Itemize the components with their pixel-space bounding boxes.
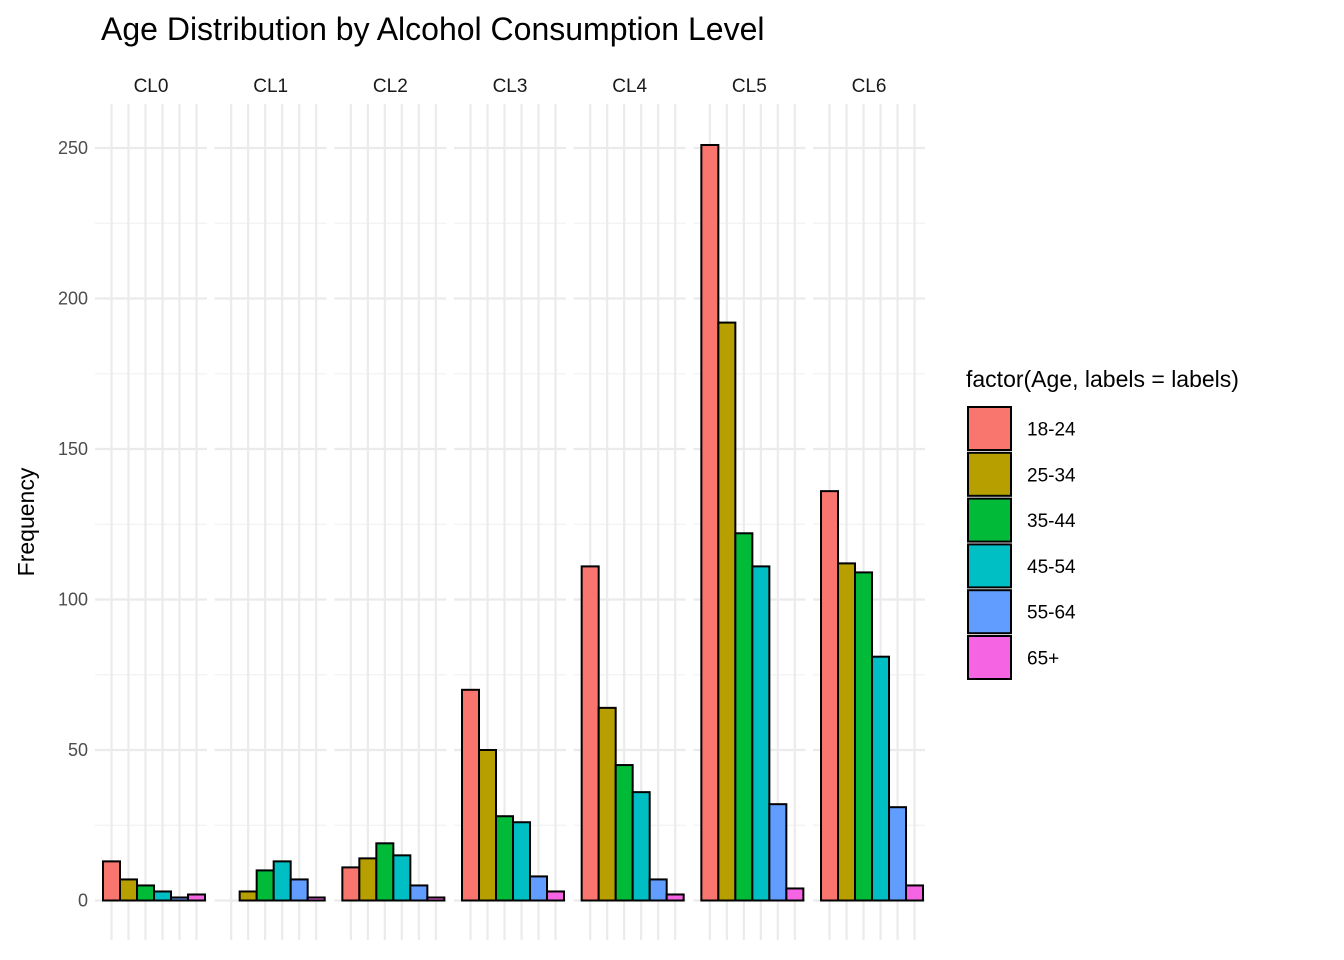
legend-label-55-64: 55-64 [1027,603,1076,624]
bar-cl4-45-54 [631,791,651,902]
bar-cl4-55-64 [648,878,668,902]
legend-key-18-24 [967,406,1012,451]
facet-panel-cl5: CL5 [693,76,806,940]
legend-label-35-44: 35-44 [1027,511,1076,532]
facet-panel-cl3: CL3 [454,76,567,940]
facet-label-cl2: CL2 [373,76,408,97]
facet-panel-cl1: CL1 [214,76,327,940]
y-tick-label: 100 [58,590,88,610]
bar-cl0-18-24 [102,860,121,902]
legend-title: factor(Age, labels = labels) [966,366,1239,392]
bar-cl6-65+ [905,884,925,902]
bar-cl4-35-44 [614,764,634,902]
bar-cl6-25-34 [837,562,857,902]
bar-cl0-55-64 [170,896,189,902]
facet-panel-cl2: CL2 [334,76,447,940]
facet-label-cl4: CL4 [612,76,647,97]
facet-panel-cl0: CL0 [95,76,207,940]
bar-cl0-35-44 [136,884,155,902]
legend-key-25-34 [967,451,1012,497]
y-tick-label: 50 [68,740,88,760]
bar-cl2-35-44 [375,842,395,902]
facet-panels: CL0 CL1 CL2 CL3 CL4 CL5 CL6 [95,76,926,940]
bar-cl0-25-34 [119,878,138,902]
bar-cl6-55-64 [888,806,908,902]
facet-label-cl1: CL1 [253,76,288,97]
y-tick-label: 250 [58,138,88,158]
bar-cl2-25-34 [358,857,378,902]
bar-cl1-55-64 [289,878,309,902]
bar-cl4-25-34 [597,706,617,902]
bar-cl4-65+ [665,893,685,902]
bar-cl3-45-54 [512,821,532,902]
y-axis: 0 50 100 150 200 250 [58,138,88,911]
bar-cl3-35-44 [495,815,515,902]
bar-cl3-55-64 [529,875,549,902]
bar-cl5-65+ [785,887,805,902]
bar-cl0-45-54 [153,890,172,902]
bar-cl2-65+ [426,896,446,902]
bar-cl2-18-24 [341,866,361,902]
bar-cl1-35-44 [255,869,275,902]
bar-cl1-25-34 [238,890,258,902]
bar-cl1-65+ [306,896,326,902]
legend-key-35-44 [967,497,1012,543]
facet-label-cl5: CL5 [732,76,767,97]
bar-cl2-55-64 [409,884,429,902]
bar-cl5-45-54 [751,565,771,902]
bar-cl4-18-24 [580,565,600,902]
facet-panel-cl4: CL4 [573,76,686,940]
chart-title: Age Distribution by Alcohol Consumption … [101,11,764,47]
legend-label-65+: 65+ [1027,649,1059,670]
legend-key-45-54 [967,543,1012,589]
legend-label-25-34: 25-34 [1027,465,1076,486]
facet-label-cl6: CL6 [852,76,887,97]
y-tick-label: 200 [58,289,88,309]
bar-cl1-45-54 [272,860,292,902]
bar-cl2-45-54 [392,854,412,902]
bar-cl0-65+ [187,893,206,902]
legend-key-55-64 [967,589,1012,635]
bar-cl6-18-24 [820,490,840,902]
bar-cl5-55-64 [768,803,788,902]
bar-cl3-25-34 [478,749,498,902]
legend-items: 18-24 25-34 35-44 45-54 55-64 65+ [967,406,1076,680]
y-tick-label: 150 [58,439,88,459]
bar-cl6-35-44 [854,571,874,902]
legend-label-45-54: 45-54 [1027,557,1076,578]
y-axis-label: Frequency [13,467,39,576]
facet-label-cl3: CL3 [493,76,528,97]
bar-cl5-35-44 [734,532,754,902]
legend-key-65+ [967,635,1012,680]
y-tick-label: 0 [78,891,88,911]
bar-cl5-25-34 [717,321,737,902]
bar-cl6-45-54 [871,655,891,902]
bar-cl3-65+ [546,890,566,902]
legend-label-18-24: 18-24 [1027,420,1076,441]
bar-cl5-18-24 [700,143,720,902]
bar-cl3-18-24 [461,688,481,902]
facet-panel-cl6: CL6 [813,76,926,940]
legend: factor(Age, labels = labels) 18-24 25-34 3… [966,366,1239,680]
facet-label-cl0: CL0 [134,76,169,97]
